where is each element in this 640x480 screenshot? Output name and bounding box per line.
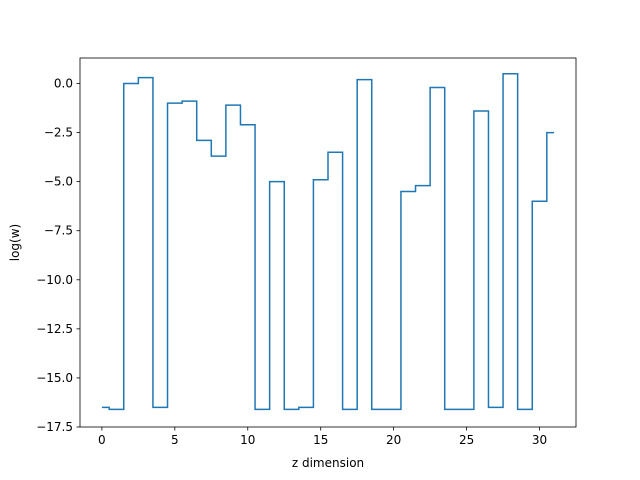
x-tick-label: 10 <box>240 433 255 447</box>
x-tick-label: 25 <box>459 433 474 447</box>
x-tick-label: 30 <box>532 433 547 447</box>
x-axis: 0 5 10 15 20 25 30 <box>98 427 547 447</box>
y-tick-label: −10.0 <box>36 273 73 287</box>
y-tick-label: −15.0 <box>36 371 73 385</box>
x-tick-label: 0 <box>98 433 106 447</box>
y-axis: 0.0 −2.5 −5.0 −7.5 −10.0 −12.5 −15.0 −17.5 <box>36 77 80 434</box>
x-tick-label: 5 <box>171 433 179 447</box>
y-tick-label: −5.0 <box>44 175 73 189</box>
plot-frame <box>79 57 577 428</box>
y-tick-label: 0.0 <box>54 77 73 91</box>
y-tick-label: −17.5 <box>36 420 73 434</box>
series-line-0 <box>101 72 555 411</box>
x-axis-label: z dimension <box>292 456 364 470</box>
x-tick-label: 20 <box>386 433 401 447</box>
x-tick-label: 15 <box>313 433 328 447</box>
y-tick-label: −7.5 <box>44 224 73 238</box>
series-layer <box>101 72 555 411</box>
y-axis-label: log(w) <box>8 224 22 261</box>
y-tick-label: −12.5 <box>36 322 73 336</box>
y-tick-label: −2.5 <box>44 126 73 140</box>
